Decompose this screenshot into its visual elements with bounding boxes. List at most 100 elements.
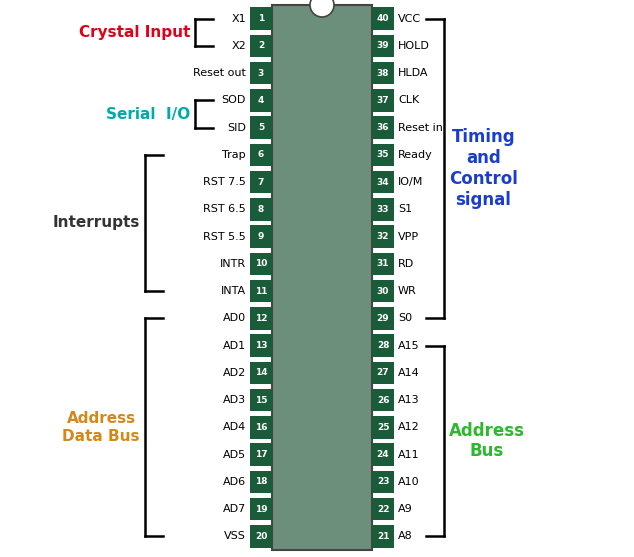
Text: 17: 17 bbox=[255, 450, 268, 459]
Text: A13: A13 bbox=[398, 395, 420, 405]
Bar bbox=[372, 89, 394, 111]
Text: Reset out: Reset out bbox=[193, 68, 246, 78]
Text: 33: 33 bbox=[377, 205, 389, 214]
Bar bbox=[372, 226, 394, 248]
Bar bbox=[372, 334, 394, 357]
Bar bbox=[250, 471, 272, 493]
Text: A11: A11 bbox=[398, 449, 420, 460]
Bar bbox=[372, 198, 394, 221]
Text: 35: 35 bbox=[377, 150, 389, 159]
Bar bbox=[250, 525, 272, 548]
Text: Address
Data Bus: Address Data Bus bbox=[63, 411, 140, 443]
Bar bbox=[372, 171, 394, 193]
Text: SID: SID bbox=[227, 123, 246, 133]
Text: S1: S1 bbox=[398, 204, 412, 214]
Text: 1: 1 bbox=[258, 14, 264, 23]
Text: IO/M: IO/M bbox=[398, 177, 424, 187]
Text: WR: WR bbox=[398, 286, 417, 296]
Text: A12: A12 bbox=[398, 422, 420, 432]
Bar bbox=[372, 443, 394, 466]
Text: 11: 11 bbox=[255, 287, 268, 296]
Text: 8: 8 bbox=[258, 205, 264, 214]
Bar bbox=[372, 116, 394, 139]
Text: Trap: Trap bbox=[223, 150, 246, 160]
Bar bbox=[250, 7, 272, 30]
Text: HOLD: HOLD bbox=[398, 41, 430, 51]
Bar bbox=[250, 144, 272, 166]
Text: 29: 29 bbox=[377, 314, 389, 323]
Text: INTR: INTR bbox=[220, 259, 246, 269]
Text: Serial  I/O: Serial I/O bbox=[106, 106, 190, 121]
Text: AD5: AD5 bbox=[223, 449, 246, 460]
Text: 2: 2 bbox=[258, 41, 264, 50]
Text: 38: 38 bbox=[377, 69, 389, 77]
Text: RD: RD bbox=[398, 259, 414, 269]
Text: 40: 40 bbox=[377, 14, 389, 23]
Text: 36: 36 bbox=[377, 123, 389, 132]
Text: AD2: AD2 bbox=[223, 368, 246, 378]
Text: Ready: Ready bbox=[398, 150, 433, 160]
Text: 21: 21 bbox=[377, 532, 389, 541]
Text: 5: 5 bbox=[258, 123, 264, 132]
Text: Interrupts: Interrupts bbox=[53, 216, 140, 231]
Text: AD3: AD3 bbox=[223, 395, 246, 405]
Bar bbox=[372, 361, 394, 384]
Text: A8: A8 bbox=[398, 531, 413, 541]
Bar bbox=[250, 253, 272, 275]
Bar bbox=[372, 7, 394, 30]
Bar bbox=[372, 389, 394, 411]
Text: Reset in: Reset in bbox=[398, 123, 443, 133]
Text: 37: 37 bbox=[377, 96, 389, 105]
Text: A15: A15 bbox=[398, 341, 420, 350]
Text: SOD: SOD bbox=[222, 95, 246, 105]
Text: Crystal Input: Crystal Input bbox=[79, 25, 190, 40]
Circle shape bbox=[310, 0, 334, 17]
Bar bbox=[372, 35, 394, 57]
Text: 18: 18 bbox=[255, 477, 268, 486]
Text: VCC: VCC bbox=[398, 13, 421, 23]
Bar bbox=[250, 89, 272, 111]
Text: HLDA: HLDA bbox=[398, 68, 429, 78]
Text: AD4: AD4 bbox=[223, 422, 246, 432]
Text: S0: S0 bbox=[398, 314, 412, 324]
Text: X2: X2 bbox=[231, 41, 246, 51]
Text: AD0: AD0 bbox=[223, 314, 246, 324]
Text: 30: 30 bbox=[377, 287, 389, 296]
Text: CLK: CLK bbox=[398, 95, 419, 105]
Bar bbox=[250, 62, 272, 84]
Bar bbox=[272, 5, 372, 550]
Bar bbox=[250, 361, 272, 384]
Text: 12: 12 bbox=[255, 314, 268, 323]
Text: 39: 39 bbox=[377, 41, 389, 50]
Text: A9: A9 bbox=[398, 504, 413, 514]
Text: AD7: AD7 bbox=[223, 504, 246, 514]
Bar bbox=[250, 198, 272, 221]
Bar bbox=[372, 498, 394, 520]
Bar bbox=[250, 171, 272, 193]
Text: 14: 14 bbox=[255, 368, 268, 378]
Text: 31: 31 bbox=[377, 260, 389, 268]
Text: 4: 4 bbox=[258, 96, 264, 105]
Text: 3: 3 bbox=[258, 69, 264, 77]
Bar bbox=[250, 443, 272, 466]
Bar bbox=[372, 280, 394, 302]
Text: 23: 23 bbox=[377, 477, 389, 486]
Text: AD1: AD1 bbox=[223, 341, 246, 350]
Text: 20: 20 bbox=[255, 532, 267, 541]
Bar bbox=[250, 498, 272, 520]
Text: 10: 10 bbox=[255, 260, 267, 268]
Bar bbox=[372, 416, 394, 438]
Text: 26: 26 bbox=[377, 395, 389, 404]
Bar bbox=[372, 144, 394, 166]
Text: 6: 6 bbox=[258, 150, 264, 159]
Text: X1: X1 bbox=[231, 13, 246, 23]
Bar bbox=[250, 226, 272, 248]
Bar bbox=[250, 389, 272, 411]
Text: INTA: INTA bbox=[221, 286, 246, 296]
Text: 7: 7 bbox=[258, 178, 264, 187]
Text: 16: 16 bbox=[255, 423, 268, 432]
Text: 32: 32 bbox=[377, 232, 389, 241]
Text: 28: 28 bbox=[377, 341, 389, 350]
Text: A14: A14 bbox=[398, 368, 420, 378]
Text: 19: 19 bbox=[255, 505, 268, 514]
